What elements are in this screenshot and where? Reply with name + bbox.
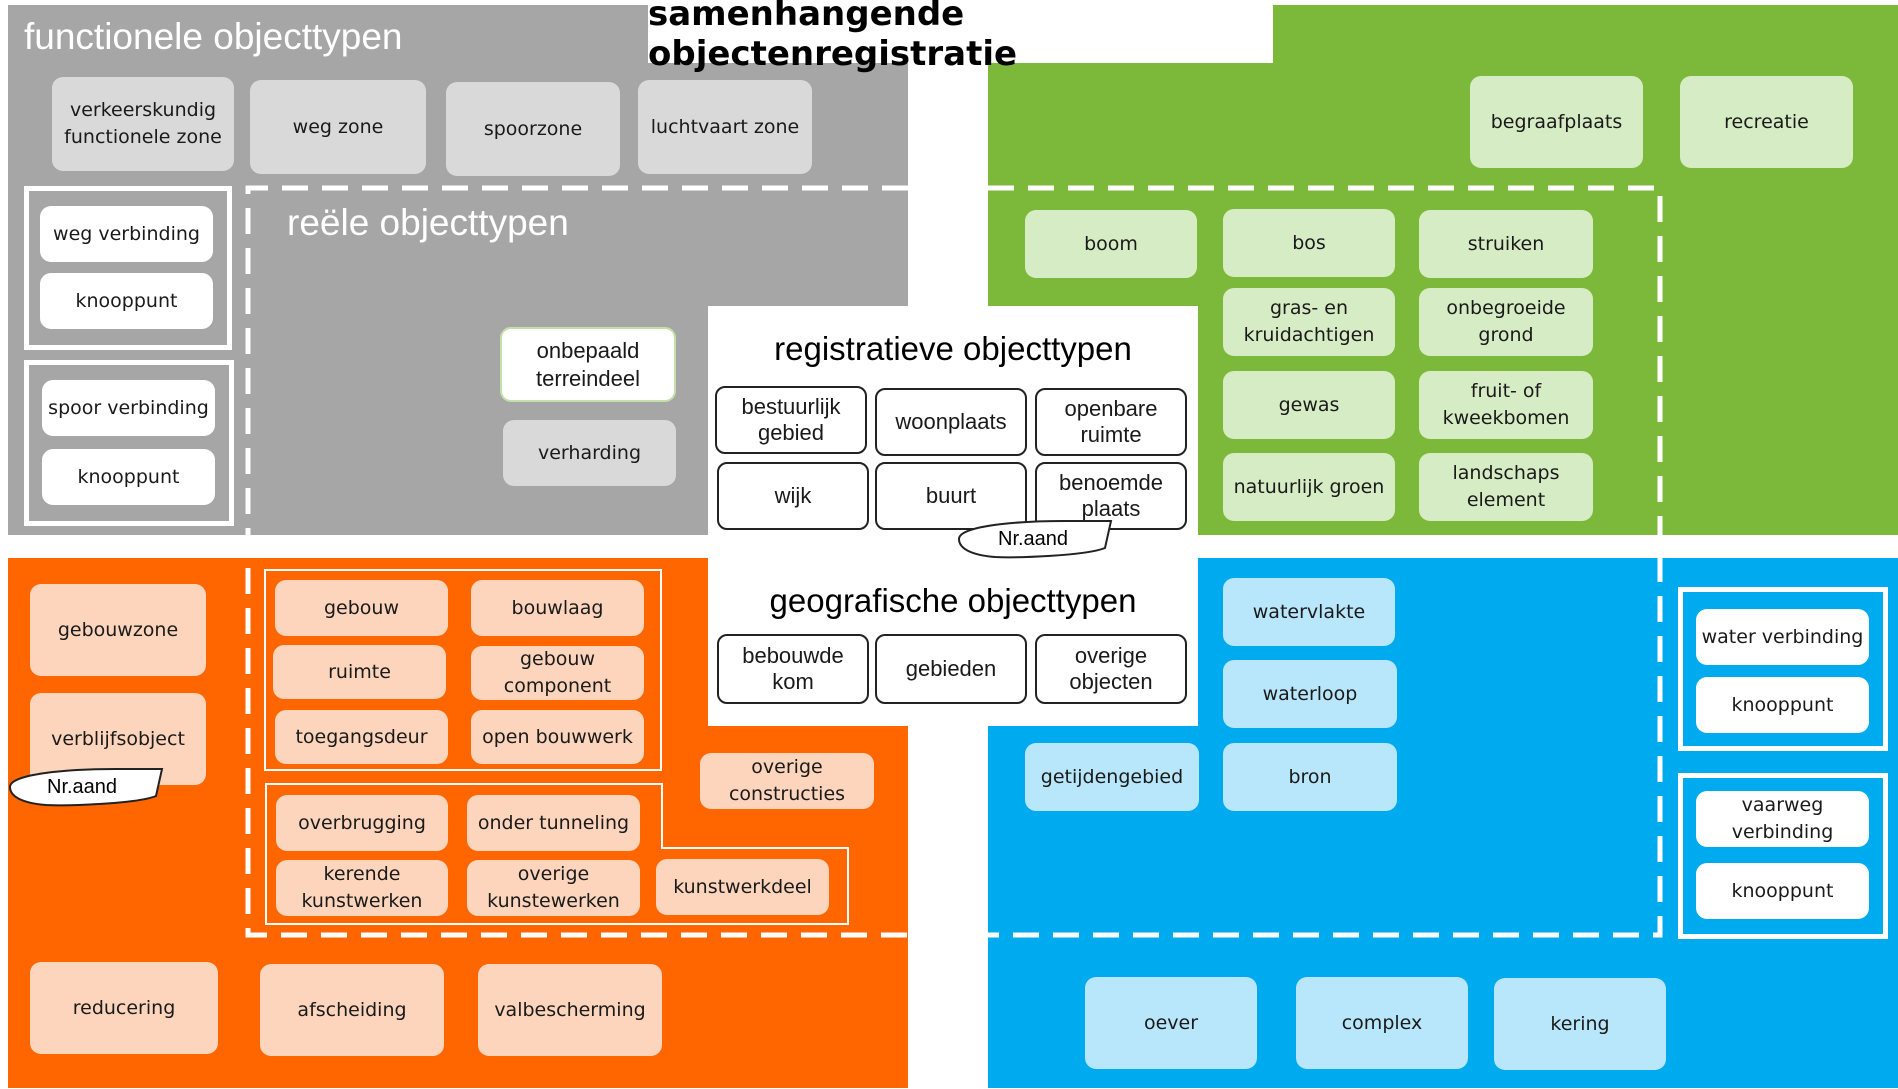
green-box: boom bbox=[1025, 210, 1197, 278]
orange-box: overige kunstewerken bbox=[467, 860, 640, 916]
green-box: gras- en kruidachtigen bbox=[1223, 288, 1395, 356]
nr-aand-shape bbox=[8, 768, 164, 807]
orange-box: onder tunneling bbox=[467, 795, 640, 851]
orange-box: gebouw component bbox=[471, 646, 644, 700]
green-box: natuurlijk groen bbox=[1223, 453, 1395, 521]
network-box: knooppunt bbox=[40, 273, 213, 329]
blue-box: watervlakte bbox=[1223, 578, 1395, 646]
network-box: water verbinding bbox=[1696, 609, 1869, 665]
geografisch-box: overige objecten bbox=[1035, 634, 1187, 704]
network-box: vaarweg verbinding bbox=[1696, 791, 1869, 847]
registratief-box: openbare ruimte bbox=[1035, 388, 1187, 456]
blue-box: getijdengebied bbox=[1025, 743, 1199, 811]
orange-box: overbrugging bbox=[276, 795, 448, 851]
registratief-box: woonplaats bbox=[875, 388, 1027, 456]
green-box: gewas bbox=[1223, 371, 1395, 439]
orange-box: valbescherming bbox=[478, 964, 662, 1056]
weg-network-frame bbox=[24, 186, 232, 350]
orange-box: gebouw bbox=[275, 580, 448, 636]
orange-box: kerende kunstwerken bbox=[276, 860, 448, 916]
spoor-network-frame bbox=[24, 360, 234, 526]
gebouw-frame bbox=[264, 569, 662, 771]
network-box: spoor verbinding bbox=[42, 380, 215, 436]
orange-box: open bouwwerk bbox=[471, 710, 644, 764]
geografisch-title: geografische objecttypen bbox=[769, 582, 1137, 619]
registratief-box: benoemde plaats bbox=[1035, 462, 1187, 530]
green-box: struiken bbox=[1419, 210, 1593, 278]
network-box: knooppunt bbox=[42, 449, 215, 505]
object-box: verharding bbox=[503, 420, 676, 486]
blue-box: bron bbox=[1223, 743, 1397, 811]
functional-box: spoorzone bbox=[446, 82, 620, 176]
blue-box: waterloop bbox=[1223, 660, 1397, 728]
green-box: landschaps element bbox=[1419, 453, 1593, 521]
orange-box: afscheiding bbox=[260, 964, 444, 1056]
reeel-section-title: reële objecttypen bbox=[287, 202, 569, 243]
functional-box: verkeerskundig functionele zone bbox=[52, 77, 234, 171]
blue-box: complex bbox=[1296, 977, 1468, 1069]
functional-box: luchtvaart zone bbox=[638, 80, 812, 174]
green-box: onbegroeide grond bbox=[1419, 288, 1593, 356]
orange-box: kunstwerkdeel bbox=[656, 859, 829, 915]
nr-aand-label: Nr.aand bbox=[998, 528, 1069, 550]
water-network-frame bbox=[1678, 587, 1888, 751]
blue-box: kering bbox=[1494, 978, 1666, 1070]
green-box: begraafplaats bbox=[1470, 76, 1643, 168]
registratief-box: wijk bbox=[717, 462, 869, 530]
vaarweg-network-frame bbox=[1678, 773, 1888, 939]
nr-aand-label: Nr.aand bbox=[47, 776, 118, 798]
orange-box: gebouwzone bbox=[30, 584, 206, 676]
functional-section-title: functionele objecttypen bbox=[24, 16, 403, 57]
geografisch-box: gebieden bbox=[875, 634, 1027, 704]
orange-box: reducering bbox=[30, 962, 218, 1054]
network-box: knooppunt bbox=[1696, 677, 1869, 733]
object-box: onbepaald terreindeel bbox=[500, 327, 676, 402]
registratief-title: registratieve objecttypen bbox=[774, 330, 1132, 367]
blue-box: oever bbox=[1085, 977, 1257, 1069]
network-box: knooppunt bbox=[1696, 863, 1869, 919]
functional-box: weg zone bbox=[250, 80, 426, 174]
orange-box: ruimte bbox=[273, 645, 446, 699]
orange-box: overige constructies bbox=[700, 753, 874, 809]
registratief-box: buurt bbox=[875, 462, 1027, 530]
orange-box: toegangsdeur bbox=[275, 710, 448, 764]
nr-aand-shape bbox=[957, 520, 1113, 559]
geografisch-box: bebouwde kom bbox=[717, 634, 869, 704]
registratief-box: bestuurlijk gebied bbox=[715, 386, 867, 454]
green-box: bos bbox=[1223, 209, 1395, 277]
green-box: fruit- of kweekbomen bbox=[1419, 371, 1593, 439]
orange-box: bouwlaag bbox=[471, 580, 644, 636]
green-box: recreatie bbox=[1680, 76, 1853, 168]
network-box: weg verbinding bbox=[40, 206, 213, 262]
